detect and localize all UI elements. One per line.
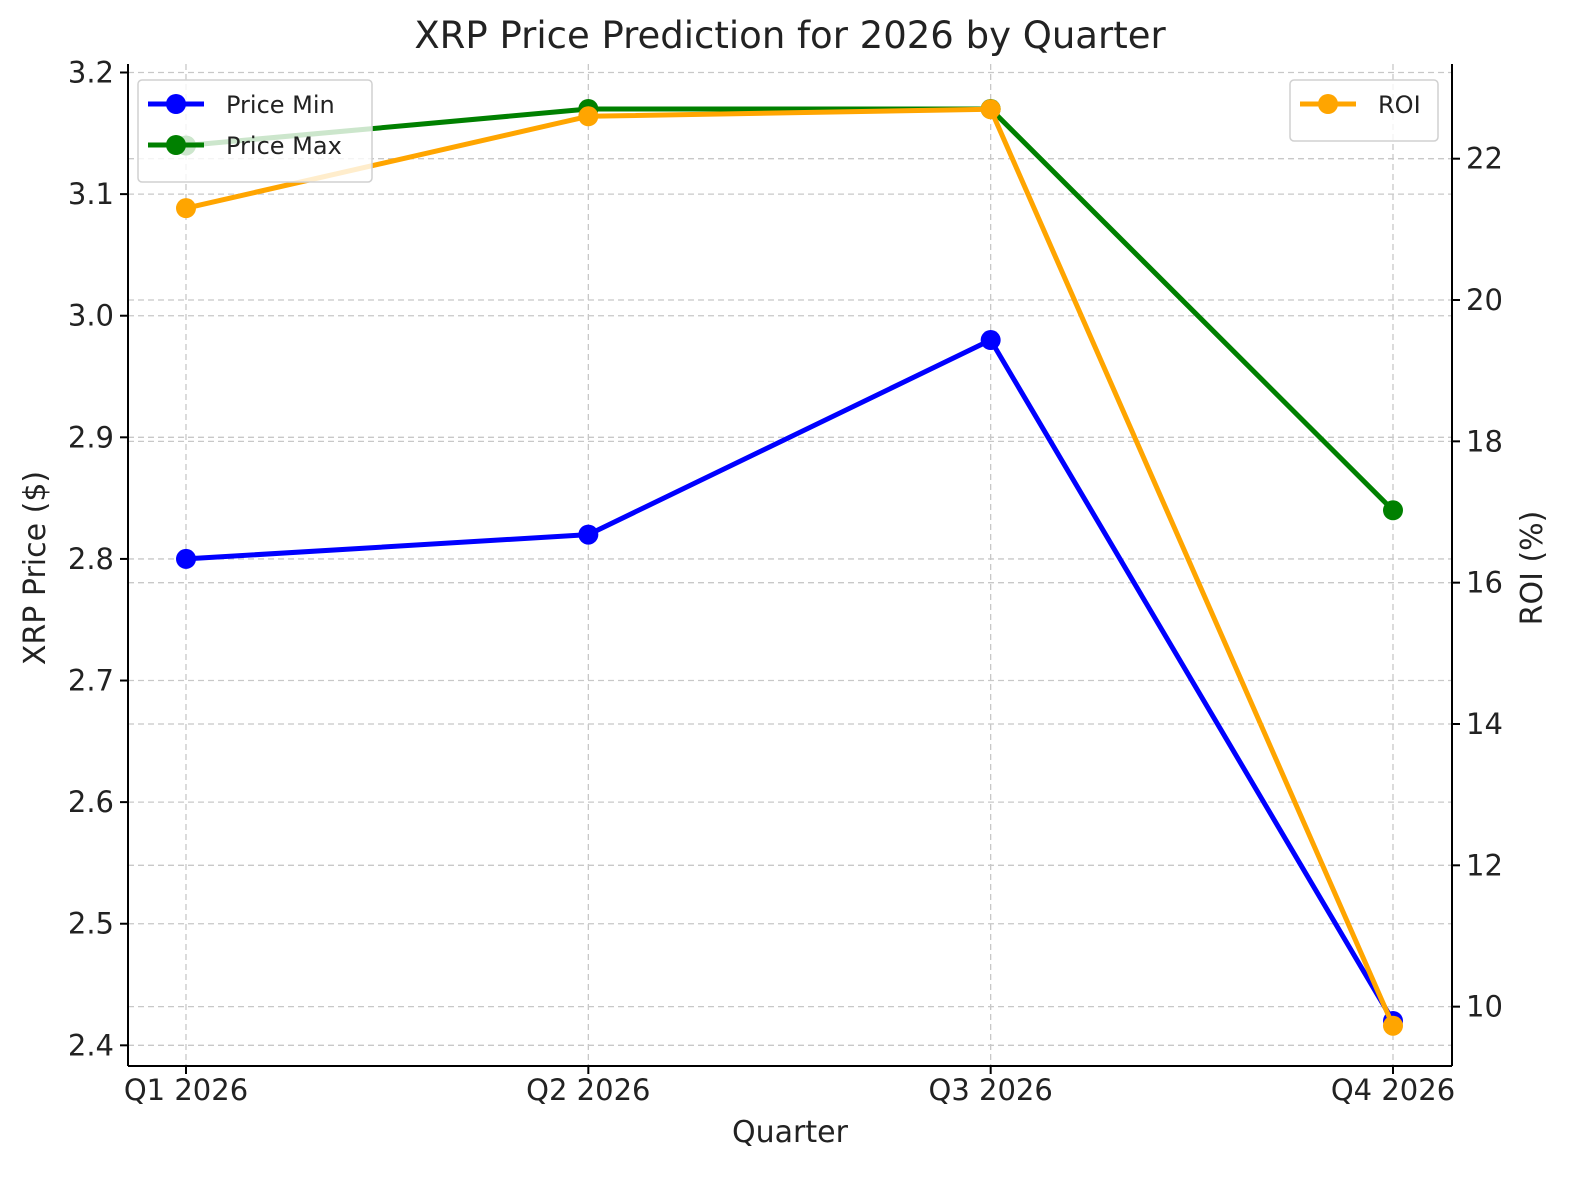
legends: Price Min Price Max ROI [137, 79, 1439, 183]
x-axis-title: Quarter [732, 1115, 849, 1150]
y-axis-title: XRP Price ($) [18, 471, 53, 665]
legend-label-price-min: Price Min [226, 91, 335, 119]
y-tick-label: 3.2 [68, 56, 114, 90]
roi-point [176, 198, 196, 219]
y2-tick-label: 20 [1466, 283, 1503, 317]
y2-tick-label: 14 [1466, 707, 1503, 741]
grid [128, 64, 1452, 1066]
y-tick-label: 2.5 [68, 907, 114, 941]
roi-line [185, 106, 1396, 1027]
roi-point [1383, 1015, 1403, 1036]
y-tick-label: 2.9 [68, 420, 114, 454]
y-tick-label: 2.7 [68, 664, 114, 698]
price-min-line [185, 337, 1396, 1023]
price-min-point [176, 548, 196, 569]
legend-marker-roi [1318, 94, 1338, 114]
y-tick-label: 2.6 [68, 785, 114, 819]
legend-marker-price-min [166, 94, 186, 114]
x-tick-label: Q1 2026 [124, 1073, 248, 1107]
y2-tick-label: 12 [1466, 848, 1503, 882]
roi-point [980, 99, 1001, 120]
y2-tick-label: 16 [1466, 566, 1503, 600]
x-tick-label: Q2 2026 [526, 1073, 650, 1107]
y2-axis-title: ROI (%) [1515, 511, 1550, 626]
price-max-line [185, 106, 1395, 513]
series-layer [176, 98, 1403, 1036]
legend-label-roi: ROI [1378, 91, 1421, 119]
legend-right: ROI [1289, 79, 1439, 142]
y-tick-label: 2.4 [68, 1028, 114, 1062]
roi-point [578, 106, 599, 127]
price-max-point [1383, 500, 1403, 521]
y-tick-label: 2.8 [68, 542, 114, 576]
x-tick-label: Q3 2026 [929, 1073, 1053, 1107]
legend-marker-price-max [166, 135, 186, 155]
chart-title: XRP Price Prediction for 2026 by Quarter [414, 14, 1166, 57]
price-min-point [578, 524, 599, 545]
y-tick-label: 3.0 [68, 299, 114, 333]
price-min-point [980, 330, 1001, 351]
y2-tick-label: 10 [1466, 990, 1503, 1024]
axes: Q1 2026 Q2 2026 Q3 2026 Q4 2026 2.4 2.5 2.6 2.7… [68, 56, 1503, 1107]
y2-tick-label: 22 [1466, 142, 1503, 176]
legend-left: Price Min Price Max [137, 79, 373, 183]
x-tick-label: Q4 2026 [1331, 1073, 1455, 1107]
legend-label-price-max: Price Max [226, 132, 342, 160]
y2-tick-label: 18 [1466, 424, 1503, 458]
y-tick-label: 3.1 [68, 177, 114, 211]
